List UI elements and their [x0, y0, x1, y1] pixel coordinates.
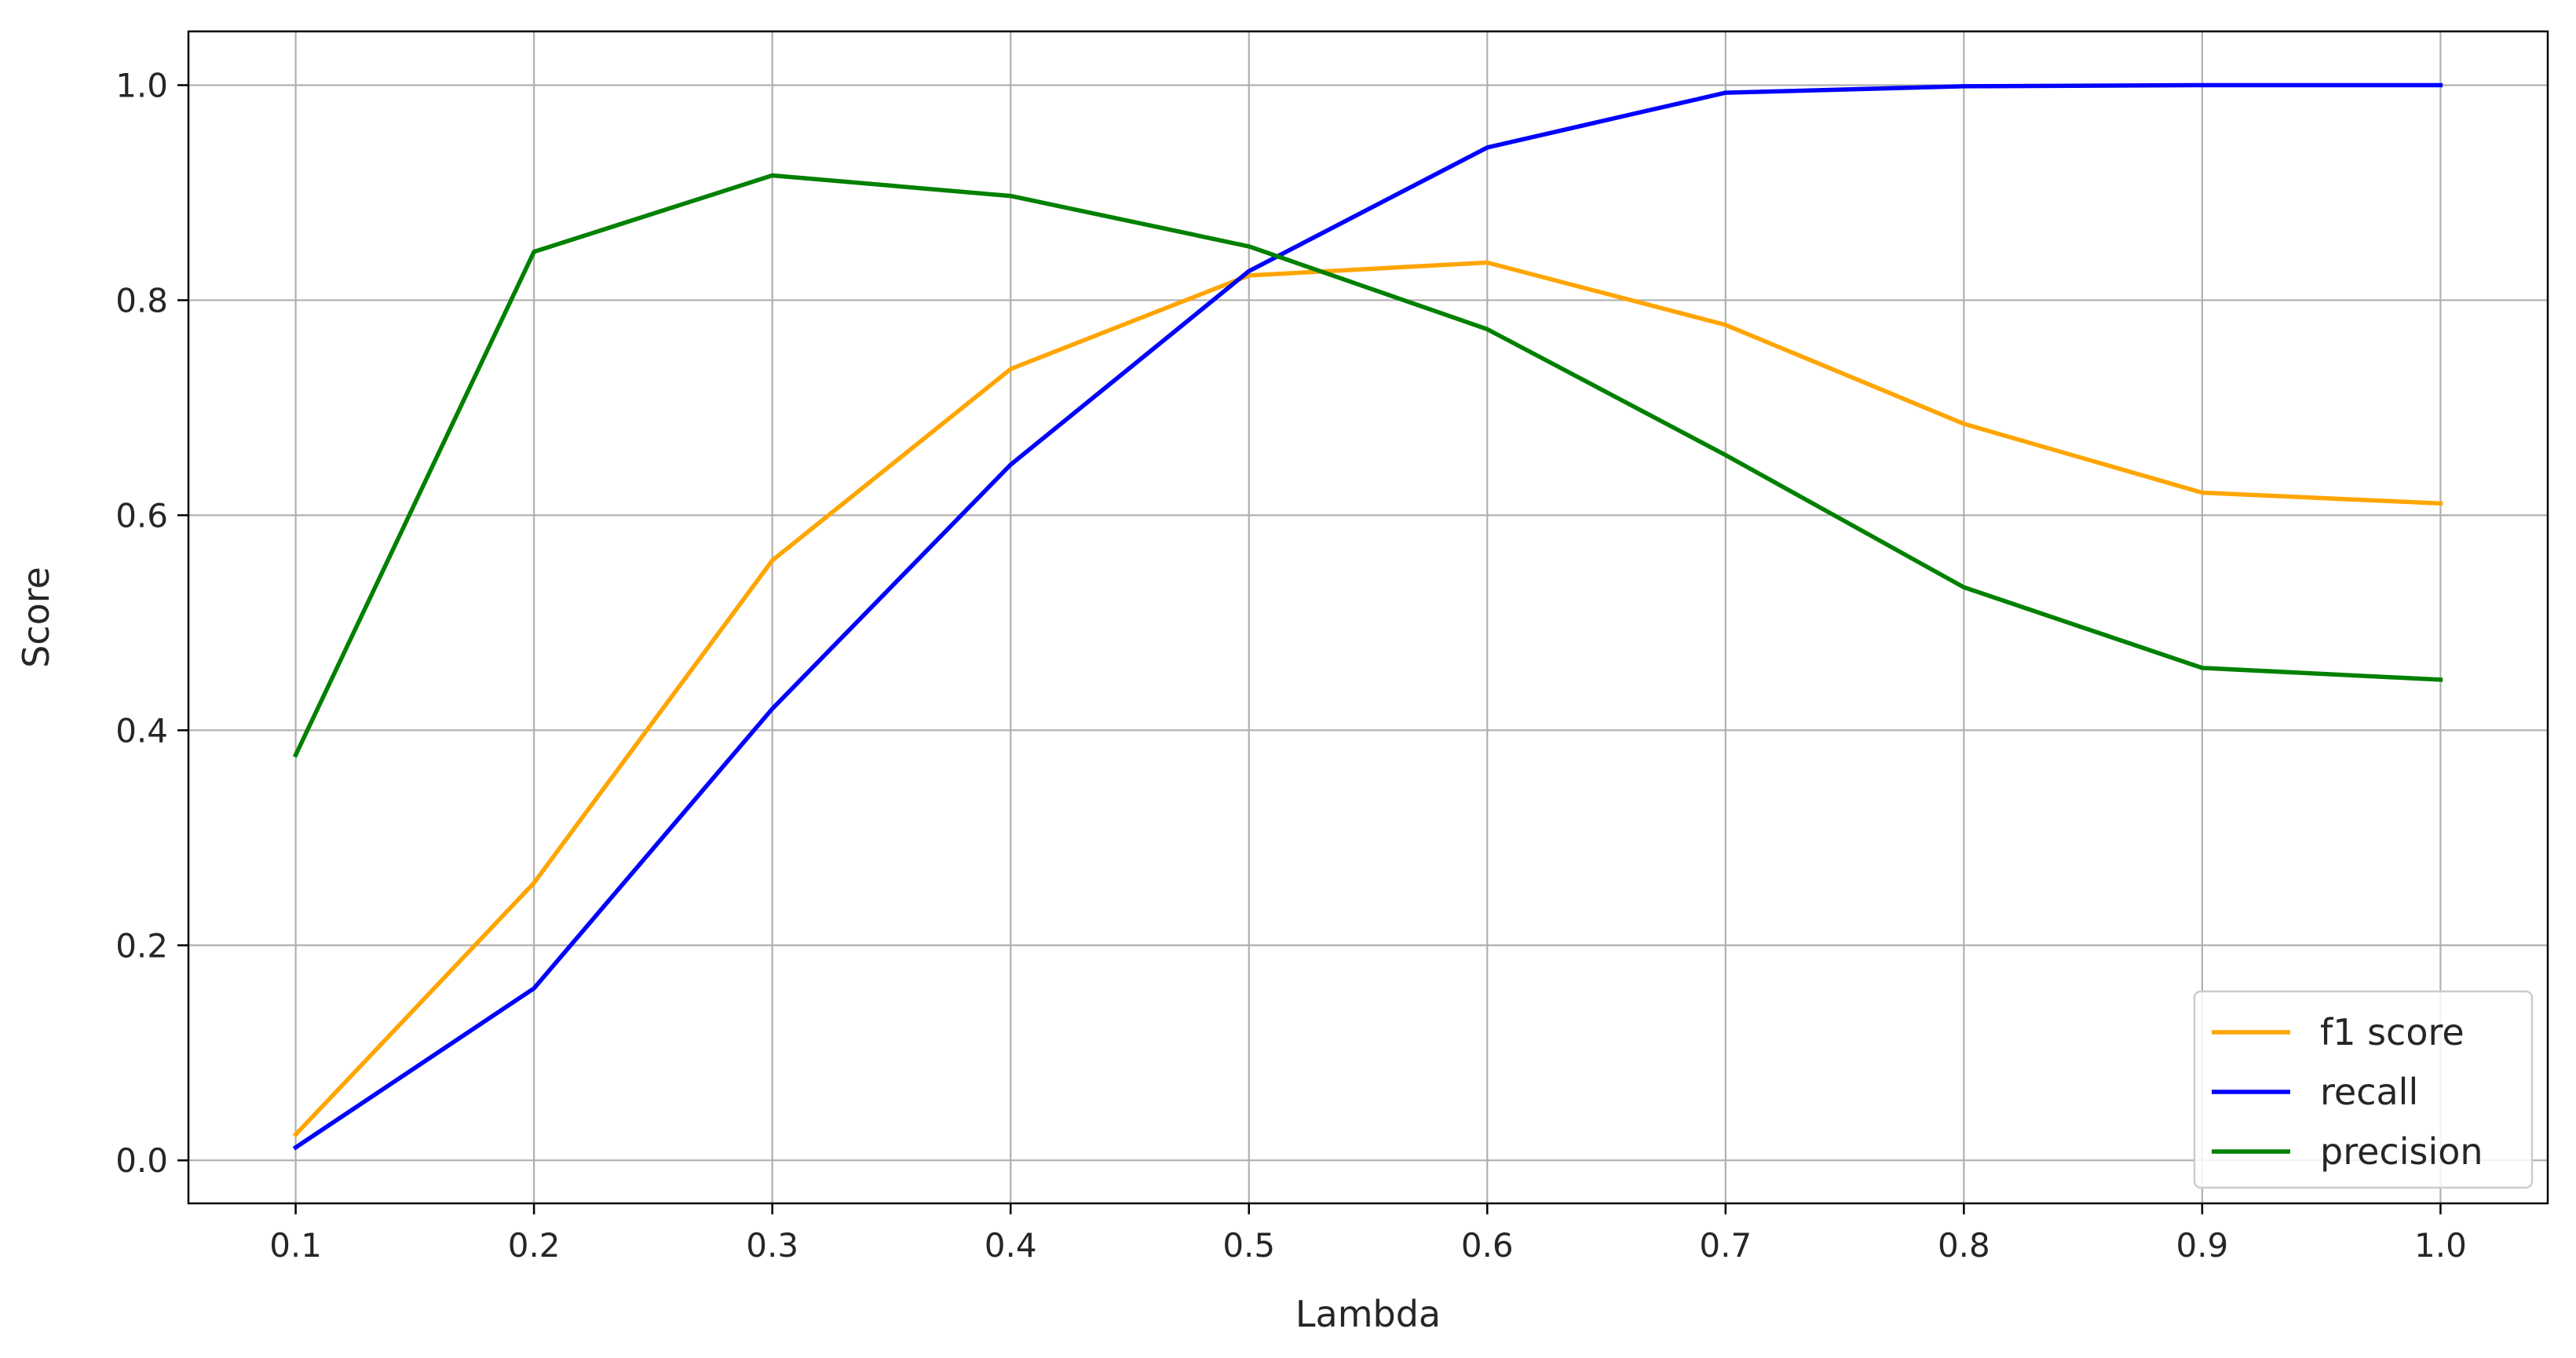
y-tick-label: 0.4	[115, 711, 168, 750]
series-line-f1-score	[292, 260, 2443, 1138]
x-tick-label: 0.3	[746, 1226, 798, 1265]
x-tick-label: 0.9	[2176, 1226, 2228, 1265]
legend-label: precision	[2320, 1130, 2483, 1173]
legend-box	[2193, 990, 2534, 1189]
grid	[188, 31, 2548, 1203]
x-tick-label: 0.6	[1461, 1226, 1514, 1265]
x-tick-label: 1.0	[2414, 1226, 2467, 1265]
x-axis-label: Lambda	[1295, 1293, 1441, 1335]
series-line-precision	[292, 173, 2443, 758]
legend: f1 score recall precision	[2193, 990, 2534, 1189]
y-tick-label: 1.0	[115, 66, 168, 104]
axis-ticks: 0.1 0.2 0.3 0.4 0.5 0.6 0.7 0.8 0.9 1.0 0.0 0.2 0.4 0…	[115, 66, 2467, 1265]
y-axis-label: Score	[15, 567, 57, 668]
legend-label: recall	[2320, 1071, 2418, 1113]
x-tick-label: 0.1	[269, 1226, 322, 1265]
axis-titles: Lambda Score	[15, 567, 1441, 1335]
x-tick-label: 0.7	[1699, 1226, 1752, 1265]
y-tick-label: 0.6	[115, 496, 168, 535]
y-tick-label: 0.2	[115, 926, 168, 965]
series-lines	[292, 82, 2443, 1151]
x-tick-label: 0.5	[1222, 1226, 1275, 1265]
legend-label: f1 score	[2320, 1011, 2465, 1053]
y-tick-label: 0.0	[115, 1141, 168, 1180]
x-tick-label: 0.8	[1938, 1226, 1990, 1265]
y-tick-label: 0.8	[115, 281, 168, 319]
x-tick-label: 0.2	[508, 1226, 561, 1265]
plot-frame	[187, 30, 2549, 1205]
x-tick-label: 0.4	[985, 1226, 1037, 1265]
series-line-recall	[292, 82, 2443, 1151]
